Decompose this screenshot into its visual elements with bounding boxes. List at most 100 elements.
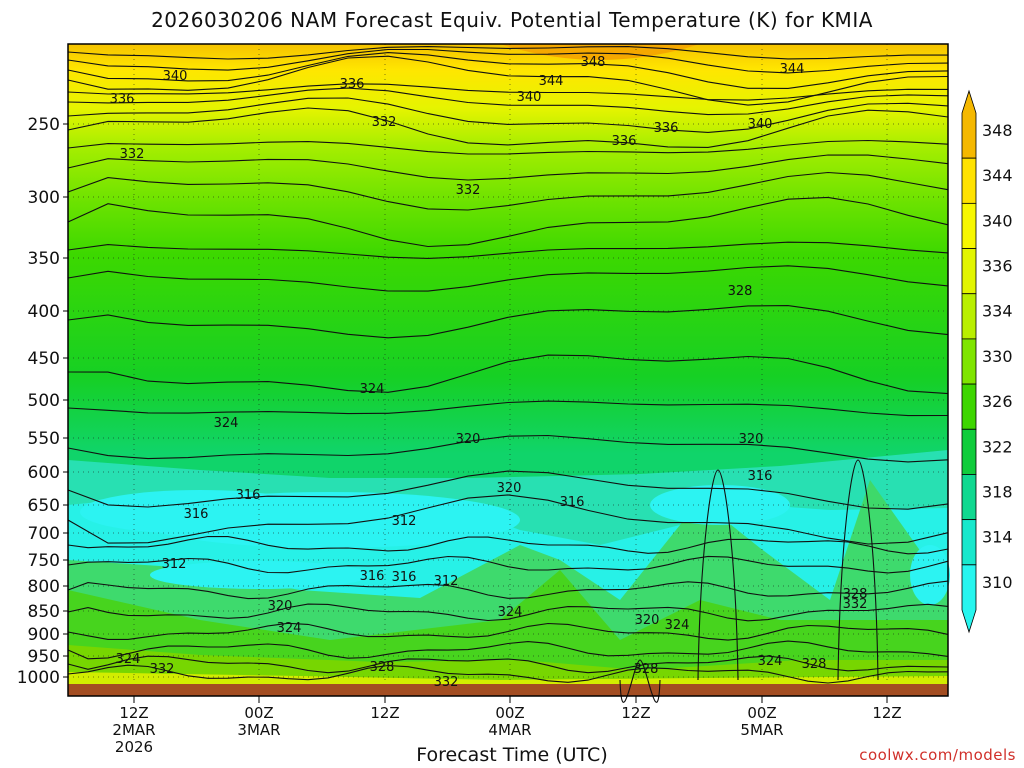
y-tick-label: 300 [28, 188, 60, 208]
contour-plume [697, 469, 739, 681]
contour-line [67, 241, 949, 259]
contour-label-text: 324 [360, 382, 385, 397]
contour-label: 328 [634, 662, 659, 677]
contour-label-text: 332 [372, 115, 397, 130]
colorbar-bin-bottom [961, 564, 977, 634]
contour-label: 336 [612, 134, 637, 149]
y-tick-label: 700 [28, 524, 60, 544]
contour-label-text: 328 [802, 657, 827, 672]
contour-label-text: 316 [236, 488, 261, 503]
colorbar-bin [961, 428, 977, 475]
x-tick-label: 2MAR [112, 721, 155, 739]
contour-label-text: 336 [340, 77, 365, 92]
contour-line [67, 265, 949, 292]
contour-line [67, 55, 949, 106]
contour-label-text: 316 [392, 570, 417, 585]
contour-label-text: 336 [110, 92, 135, 107]
x-tick-label: 12Z [119, 704, 148, 722]
y-tick-label: 550 [28, 429, 60, 449]
contour-label-text: 340 [163, 69, 188, 84]
contour-line [67, 139, 949, 155]
colorbar-bin [961, 293, 977, 340]
contour-label: 332 [120, 147, 145, 162]
contour-label-text: 328 [634, 662, 659, 677]
x-tick-label: 12Z [370, 704, 399, 722]
contour-label: 328 [802, 657, 827, 672]
x-tick-label: 12Z [621, 704, 650, 722]
y-tick-label: 800 [28, 577, 60, 597]
colorbar-bin [961, 474, 977, 521]
contour-label: 324 [498, 605, 523, 620]
x-tick-label: 00Z [244, 704, 273, 722]
contour-label: 332 [434, 675, 459, 690]
y-tick-label: 850 [28, 602, 60, 622]
contour-label-text: 316 [748, 469, 773, 484]
contour-line [67, 400, 949, 417]
contour-label-text: 328 [843, 587, 868, 602]
colorbar-bin [961, 157, 977, 204]
contour-label: 344 [780, 62, 805, 77]
contour-label: 320 [497, 481, 522, 496]
contour-label: 312 [434, 574, 459, 589]
contour-line [67, 305, 949, 339]
plot-frame [67, 43, 949, 697]
contour-label: 336 [654, 121, 679, 136]
contour-line [67, 494, 949, 545]
contour-label: 316 [560, 495, 585, 510]
contour-label-text: 344 [780, 62, 805, 77]
contour-line [67, 83, 949, 101]
colorbar-bin [961, 338, 977, 385]
contour-label: 340 [517, 90, 542, 105]
y-tick-label: 500 [28, 391, 60, 411]
colorbar-label: 314 [982, 528, 1013, 547]
cyan-pocket-1 [140, 492, 520, 548]
contour-line [67, 655, 949, 674]
contour-line [67, 580, 949, 600]
contour-label: 316 [236, 488, 261, 503]
contour-line [67, 354, 949, 395]
contour-lines [67, 46, 949, 703]
colorbar-label: 340 [982, 211, 1013, 230]
contour-label-text: 332 [456, 183, 481, 198]
contour-label: 328 [728, 284, 753, 299]
contour-line [67, 154, 949, 181]
contour-label: 324 [758, 654, 783, 669]
y-tick-label: 950 [28, 647, 60, 667]
field-band-4 [68, 645, 948, 684]
contour-label: 332 [456, 183, 481, 198]
contour-line [67, 622, 949, 641]
contour-label-text: 332 [120, 147, 145, 162]
contour-label-text: 316 [560, 495, 585, 510]
chart-title: 2026030206 NAM Forecast Equiv. Potential… [151, 8, 873, 32]
colorbar-label: 322 [982, 437, 1013, 456]
y-tick-label: 600 [28, 463, 60, 483]
contour-label: 332 [843, 597, 868, 612]
colorbar-label: 344 [982, 166, 1013, 185]
contour-label-text: 336 [612, 134, 637, 149]
contour-line [67, 87, 949, 116]
colorbar-bin [961, 519, 977, 566]
contour-line [67, 640, 949, 660]
contour-line [67, 52, 949, 89]
contour-label-text: 332 [843, 597, 868, 612]
contour-label-text: 348 [581, 55, 606, 70]
cyan-pocket-4 [910, 545, 950, 605]
colorbar-label: 318 [982, 482, 1013, 501]
contour-label-text: 324 [214, 416, 239, 431]
colorbar-bin-top [961, 89, 977, 159]
contour-label: 332 [372, 115, 397, 130]
contour-label: 316 [184, 507, 209, 522]
contour-label-text: 340 [748, 117, 773, 132]
colorbar-bin [961, 202, 977, 249]
contour-label-text: 312 [392, 514, 417, 529]
contour-label: 340 [748, 117, 773, 132]
x-tick-label: 5MAR [740, 721, 783, 739]
contour-label-text: 324 [665, 618, 690, 633]
ground-strip [68, 684, 948, 696]
contour-label-text: 324 [277, 621, 302, 636]
contour-label-text: 320 [456, 432, 481, 447]
contour-label-text: 336 [654, 121, 679, 136]
contour-line [67, 555, 949, 574]
x-tick-label: 2026 [115, 738, 153, 756]
contour-label: 312 [162, 557, 187, 572]
